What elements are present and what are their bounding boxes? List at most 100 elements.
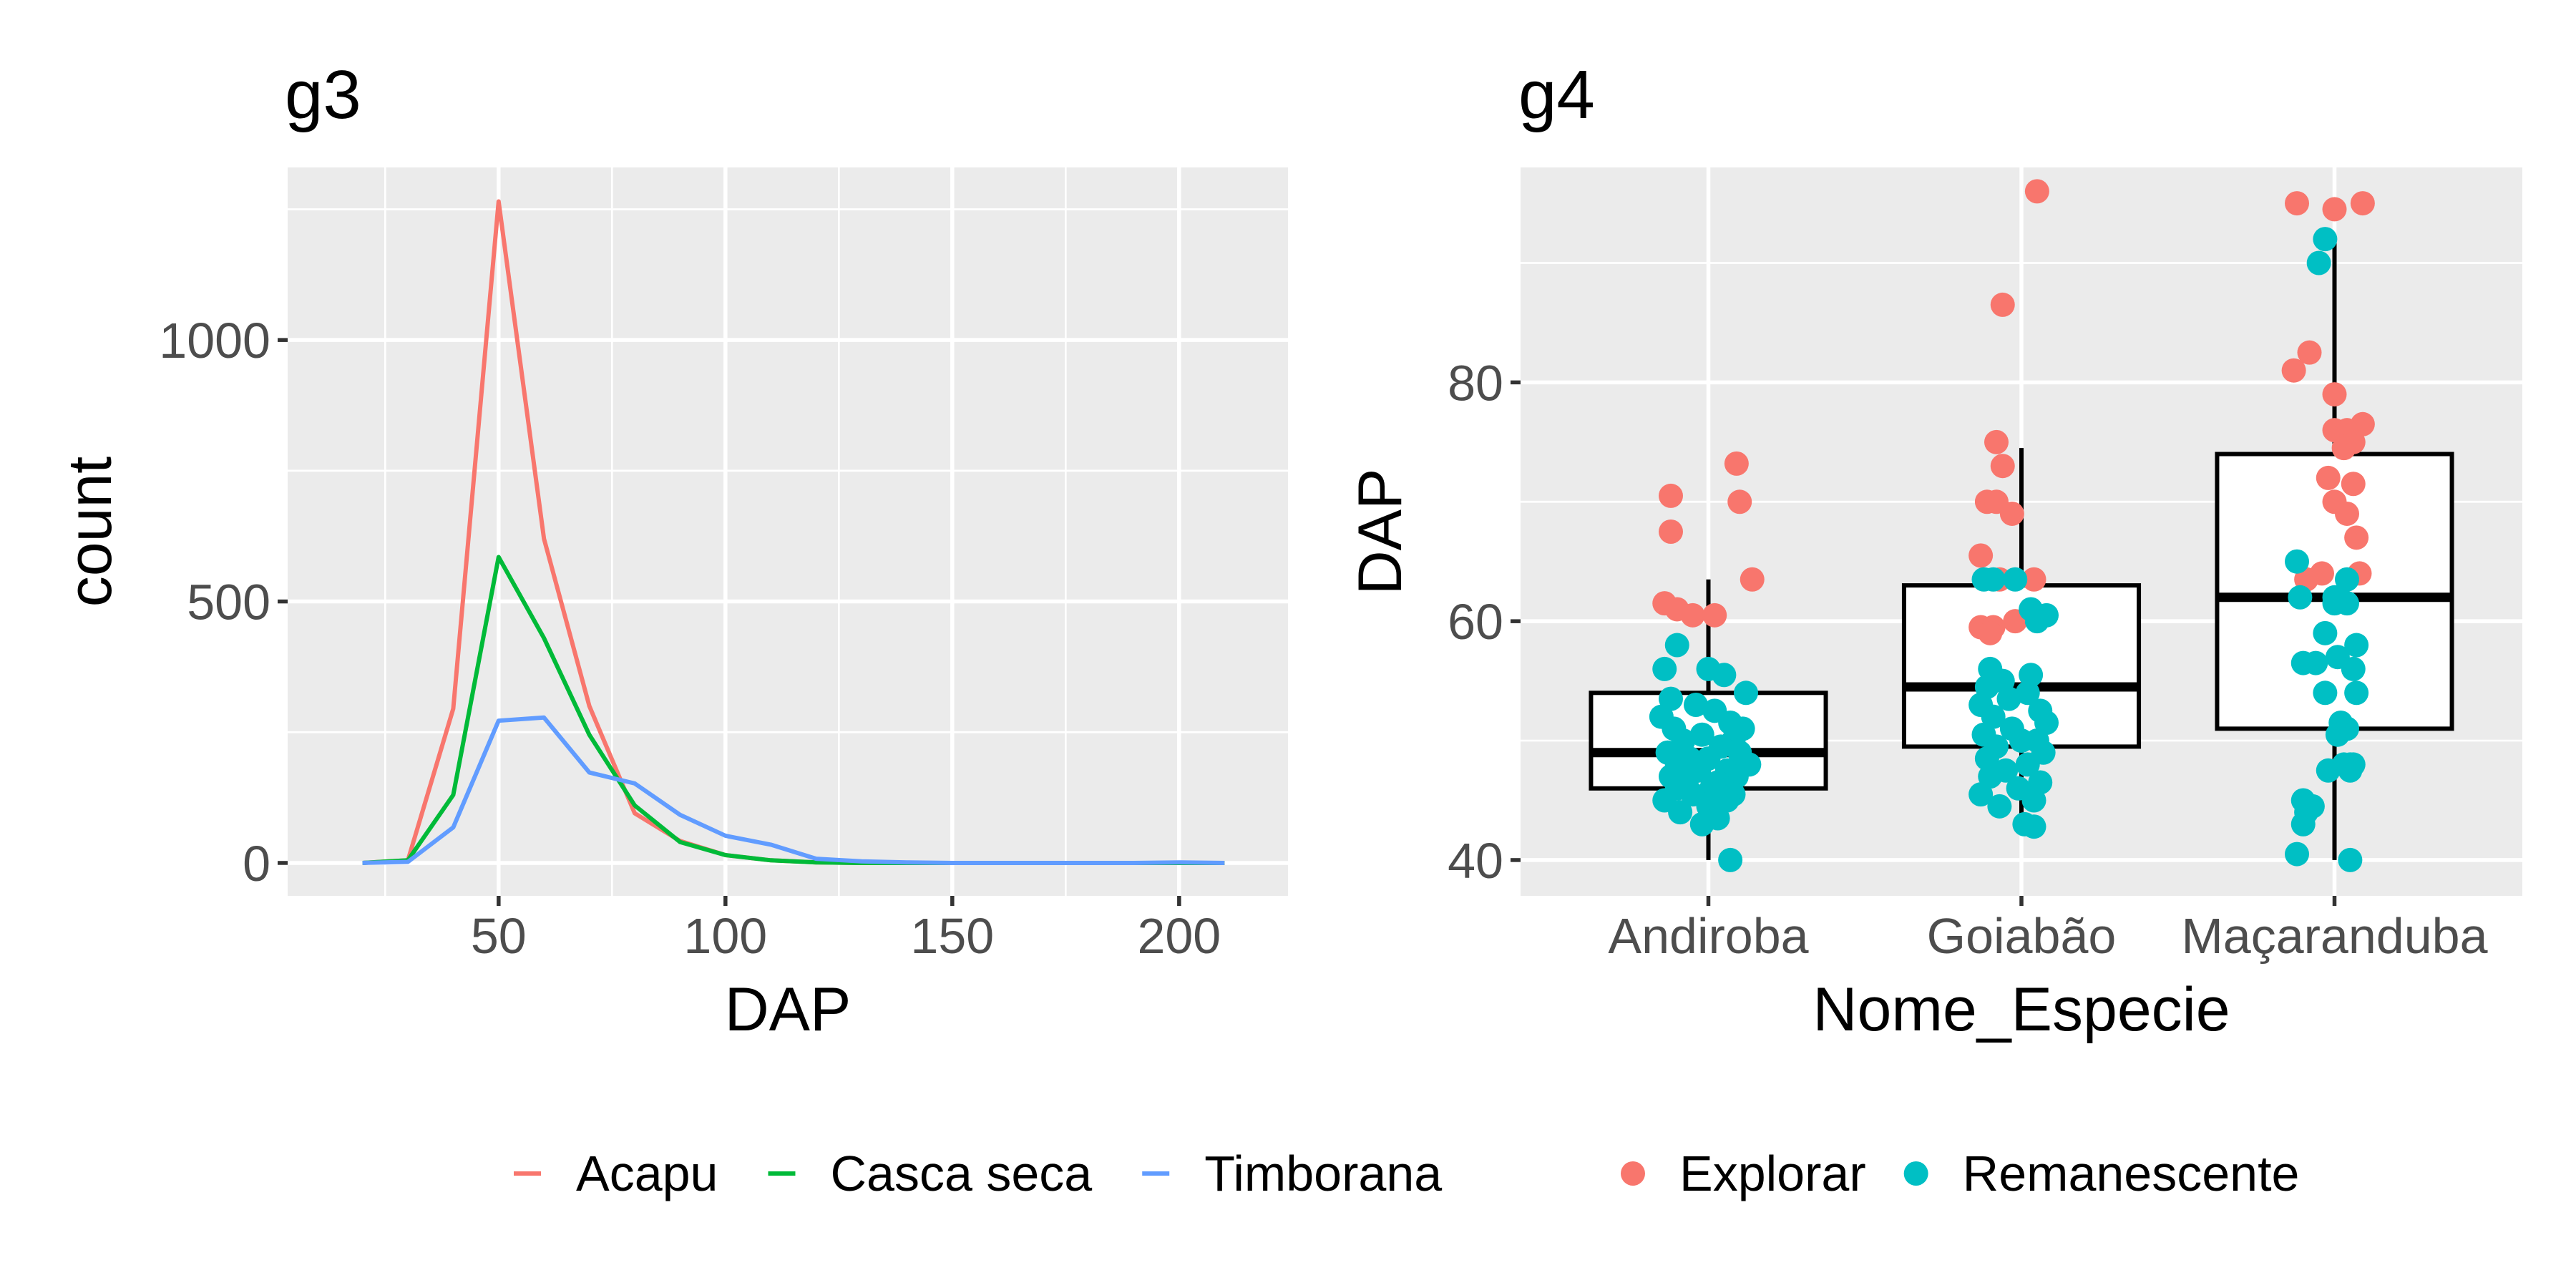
point-remanescente bbox=[2034, 711, 2059, 736]
point-explorar bbox=[1727, 489, 1752, 514]
y-axis-title-g4: DAP bbox=[1346, 469, 1415, 595]
legend-label-timborana: Timborana bbox=[1204, 1146, 1442, 1201]
point-explorar bbox=[1968, 543, 1994, 568]
y-tick-label-g3-1: 500 bbox=[187, 575, 270, 630]
grid-g3 bbox=[288, 167, 1288, 896]
y-axis-title-g3: count bbox=[56, 457, 125, 607]
point-remanescente bbox=[1968, 782, 1994, 807]
point-remanescente bbox=[2024, 609, 2049, 634]
point-remanescente bbox=[1996, 686, 2021, 711]
legend-status: Explorar Remanescente bbox=[1621, 1146, 2299, 1201]
point-remanescente bbox=[2285, 549, 2309, 574]
point-remanescente bbox=[2344, 680, 2369, 706]
point-remanescente bbox=[2015, 752, 2040, 777]
x-tick-label-g3-0: 50 bbox=[471, 908, 527, 964]
point-remanescente bbox=[2344, 633, 2369, 658]
point-explorar bbox=[2297, 340, 2322, 365]
y-tick-label-g3-2: 1000 bbox=[159, 313, 270, 369]
point-remanescente bbox=[2341, 656, 2366, 681]
point-remanescente bbox=[2003, 567, 2028, 592]
point-explorar bbox=[2322, 197, 2347, 222]
point-explorar bbox=[1978, 620, 2003, 645]
point-explorar bbox=[1724, 451, 1749, 476]
point-remanescente bbox=[2290, 811, 2316, 836]
x-tick-label-g4-1: Goiabão bbox=[1927, 908, 2117, 964]
y-tick-label-g4-1: 60 bbox=[1448, 594, 1503, 650]
point-remanescente bbox=[2313, 680, 2338, 706]
series-line-timborana bbox=[362, 715, 1225, 865]
x-tick-label-g3-1: 100 bbox=[683, 908, 767, 964]
point-explorar bbox=[1680, 602, 1705, 628]
point-remanescente bbox=[1978, 764, 2003, 789]
point-remanescente bbox=[1974, 746, 1999, 771]
point-explorar bbox=[2350, 191, 2375, 216]
x-axis-g4: Andiroba Goiabão Maçaranduba bbox=[1608, 896, 2488, 964]
point-remanescente bbox=[1689, 811, 1714, 836]
point-remanescente bbox=[1714, 788, 1740, 813]
legend-species: Acapu Casca seca Timborana bbox=[514, 1146, 1442, 1201]
legend-key-explorar bbox=[1621, 1161, 1645, 1186]
point-remanescente bbox=[2338, 847, 2363, 872]
legend-label-casca-seca: Casca seca bbox=[830, 1146, 1092, 1201]
point-remanescente bbox=[2322, 591, 2347, 616]
y-tick-label-g4-0: 40 bbox=[1448, 833, 1503, 889]
point-explorar bbox=[1984, 429, 2009, 454]
point-remanescente bbox=[1712, 663, 1737, 688]
plot-panel-g3 bbox=[288, 167, 1288, 896]
point-remanescente bbox=[1971, 567, 1996, 592]
point-remanescente bbox=[2335, 567, 2359, 592]
point-remanescente bbox=[2285, 841, 2309, 867]
series-lines-g3 bbox=[362, 199, 1225, 865]
point-remanescente bbox=[2313, 620, 2338, 645]
point-remanescente bbox=[2021, 814, 2046, 839]
x-tick-label-g4-0: Andiroba bbox=[1608, 908, 1808, 964]
point-remanescente bbox=[1664, 633, 1689, 658]
point-explorar bbox=[1659, 519, 1683, 544]
point-explorar bbox=[1740, 567, 1765, 592]
y-axis-g4: 40 60 80 bbox=[1448, 355, 1521, 889]
points-g4 bbox=[1649, 179, 2375, 872]
point-remanescente bbox=[2306, 250, 2331, 275]
point-explorar bbox=[1990, 292, 2015, 317]
x-tick-label-g3-3: 200 bbox=[1137, 908, 1221, 964]
point-remanescente bbox=[1668, 800, 1693, 825]
point-remanescente bbox=[1659, 686, 1683, 711]
point-explorar bbox=[1659, 483, 1683, 508]
point-explorar bbox=[2350, 411, 2375, 436]
point-remanescente bbox=[1689, 722, 1714, 747]
chart-g4: g4 40 60 80 Andiroba Goiabão Maçaranduba Nom… bbox=[1346, 57, 2522, 1044]
point-explorar bbox=[1999, 501, 2024, 526]
chart-title-g4: g4 bbox=[1518, 57, 1595, 133]
x-tick-label-g4-2: Maçaranduba bbox=[2181, 908, 2487, 964]
point-explorar bbox=[2344, 525, 2369, 550]
point-remanescente bbox=[2316, 758, 2341, 783]
point-remanescente bbox=[2290, 650, 2316, 675]
chart-g3: g3 0 500 1000 50 100 150 200 DAP count bbox=[56, 57, 1288, 1044]
x-axis-title-g4: Nome_Especie bbox=[1813, 975, 2230, 1044]
point-explorar bbox=[2341, 472, 2366, 497]
chart-title-g3: g3 bbox=[285, 57, 361, 133]
point-explorar bbox=[2281, 358, 2306, 383]
point-remanescente bbox=[1981, 704, 2006, 729]
point-remanescente bbox=[1987, 794, 2012, 819]
point-remanescente bbox=[2313, 227, 2338, 252]
point-explorar bbox=[2335, 501, 2359, 526]
point-explorar bbox=[2316, 465, 2341, 490]
point-remanescente bbox=[1724, 764, 1749, 789]
point-remanescente bbox=[2338, 752, 2363, 777]
point-remanescente bbox=[2325, 722, 2350, 747]
x-axis-g3: 50 100 150 200 bbox=[471, 896, 1221, 964]
legend-label-acapu: Acapu bbox=[576, 1146, 718, 1201]
y-tick-label-g3-0: 0 bbox=[243, 836, 270, 892]
point-remanescente bbox=[1718, 847, 1743, 872]
point-explorar bbox=[2024, 179, 2049, 204]
x-axis-title-g3: DAP bbox=[725, 975, 852, 1044]
point-explorar bbox=[1990, 454, 2015, 479]
legend-key-remanescente bbox=[1903, 1161, 1928, 1186]
point-remanescente bbox=[2288, 585, 2313, 610]
point-remanescente bbox=[2021, 788, 2046, 813]
y-axis-g3: 0 500 1000 bbox=[159, 313, 288, 892]
legend-label-explorar: Explorar bbox=[1679, 1146, 1866, 1201]
y-tick-label-g4-2: 80 bbox=[1448, 355, 1503, 411]
